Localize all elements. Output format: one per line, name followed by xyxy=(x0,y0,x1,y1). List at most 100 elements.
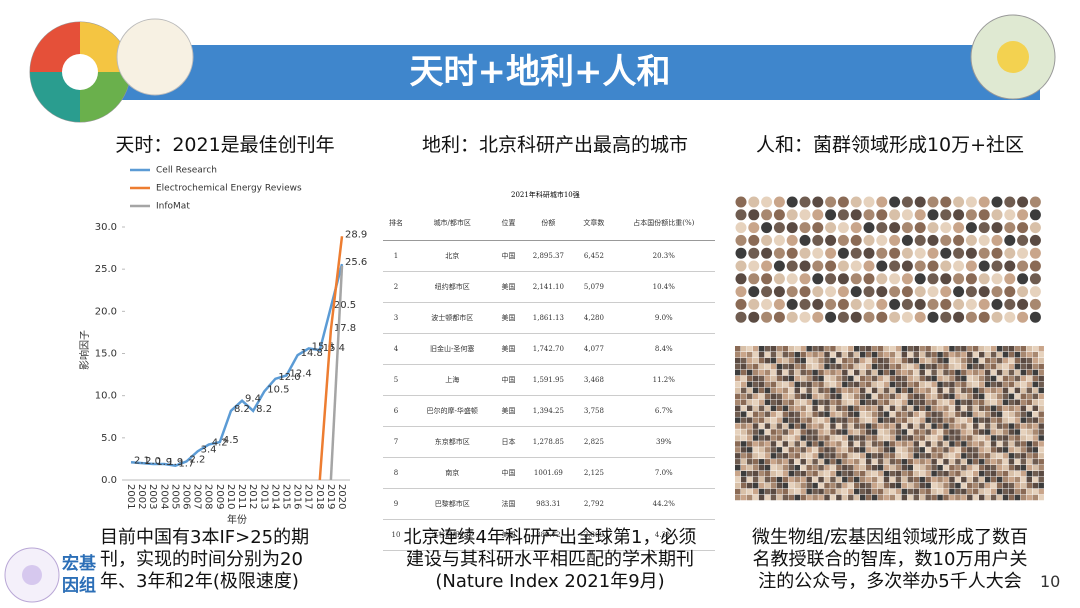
photo-thumb xyxy=(773,311,785,323)
photo-thumb xyxy=(907,459,914,465)
photo-thumb xyxy=(764,411,771,417)
photo-thumb xyxy=(812,423,818,429)
photo-thumb xyxy=(967,363,973,370)
photo-thumb xyxy=(1029,273,1041,285)
photo-thumb xyxy=(871,351,878,358)
photo-thumb xyxy=(1029,234,1041,246)
photo-thumb xyxy=(883,447,890,453)
photo-thumb xyxy=(748,209,760,221)
photo-thumb xyxy=(1020,357,1027,364)
photo-thumb xyxy=(735,411,741,417)
photo-thumb xyxy=(764,494,771,501)
photo-thumb xyxy=(919,351,925,358)
photo-thumb xyxy=(748,234,760,246)
photo-thumb xyxy=(877,470,884,477)
photo-thumb xyxy=(973,476,979,483)
photo-thumb xyxy=(748,273,760,285)
table-cell: 日本 xyxy=(495,426,522,458)
photo-thumb xyxy=(919,465,925,471)
photo-thumb xyxy=(865,363,872,370)
photo-thumb xyxy=(788,488,795,495)
photo-thumb xyxy=(1004,247,1016,259)
photo-thumb xyxy=(842,423,848,429)
photo-thumb xyxy=(984,411,991,417)
photo-thumb xyxy=(937,346,943,352)
photo-thumb xyxy=(758,399,765,406)
photo-thumb xyxy=(1032,470,1038,477)
photo-thumb xyxy=(800,411,806,417)
photo-thumb xyxy=(889,273,901,285)
photo-thumb xyxy=(1020,417,1027,423)
photo-thumb xyxy=(907,369,914,376)
photo-thumb xyxy=(895,363,902,370)
photo-thumb xyxy=(978,405,985,411)
photo-thumb xyxy=(746,429,753,435)
photo-thumb xyxy=(837,260,849,272)
photo-thumb xyxy=(770,482,777,489)
photo-thumb xyxy=(877,417,884,423)
photo-thumb xyxy=(877,429,884,435)
photo-thumb xyxy=(937,393,943,400)
photo-thumb xyxy=(800,482,806,489)
x-tick-label: 2001 xyxy=(125,484,136,509)
photo-thumb xyxy=(854,393,860,400)
photo-thumb xyxy=(877,393,884,400)
photo-thumb xyxy=(1038,465,1044,471)
photo-thumb xyxy=(978,298,990,310)
photo-thumb xyxy=(825,209,837,221)
photo-thumb xyxy=(848,494,854,501)
photo-thumb xyxy=(812,357,818,364)
photo-thumb xyxy=(1032,357,1038,364)
photo-thumb xyxy=(889,234,901,246)
photo-thumb xyxy=(996,423,1003,429)
photo-thumb xyxy=(782,417,789,423)
photo-thumb xyxy=(889,453,896,459)
photo-thumb xyxy=(927,273,939,285)
caption-line: 微生物组/宏基因组领域形成了数百 xyxy=(751,527,1029,548)
photo-thumb xyxy=(812,369,818,376)
x-tick-label: 2003 xyxy=(147,484,158,509)
photo-thumb xyxy=(913,476,919,483)
photo-thumb xyxy=(761,234,773,246)
photo-thumb xyxy=(883,381,890,388)
photo-thumb xyxy=(931,447,937,453)
photo-thumb xyxy=(895,494,902,501)
photo-thumb xyxy=(1014,453,1021,459)
photo-thumb xyxy=(735,488,741,495)
photo-thumb xyxy=(907,351,914,358)
photo-thumb xyxy=(931,459,937,465)
photo-thumb xyxy=(1002,405,1009,411)
photo-thumb xyxy=(937,351,943,358)
photo-thumb xyxy=(937,375,943,382)
photo-thumb xyxy=(937,476,943,483)
photo-thumb xyxy=(800,447,806,453)
photo-thumb xyxy=(949,488,955,495)
photo-thumb xyxy=(925,351,931,358)
photo-thumb xyxy=(955,459,961,465)
photo-thumb xyxy=(914,222,926,234)
photo-thumb xyxy=(973,393,979,400)
photo-thumb xyxy=(996,375,1003,382)
photo-thumb xyxy=(943,393,949,400)
photo-thumb xyxy=(786,234,798,246)
photo-thumb xyxy=(746,470,753,477)
photo-thumb xyxy=(830,369,836,376)
photo-thumb xyxy=(859,375,866,382)
photo-thumb xyxy=(782,453,789,459)
photo-thumb xyxy=(746,357,753,364)
photo-thumb xyxy=(806,346,812,352)
photo-thumb xyxy=(836,375,842,382)
photo-thumb xyxy=(764,459,771,465)
photo-thumb xyxy=(776,488,783,495)
photo-thumb xyxy=(996,470,1003,477)
photo-thumb xyxy=(770,369,777,376)
data-label: 8.2 xyxy=(256,404,272,415)
photo-thumb xyxy=(848,447,854,453)
photo-thumb xyxy=(1020,465,1027,471)
photo-thumb xyxy=(758,351,765,358)
logo-decor xyxy=(4,547,60,603)
photo-thumb xyxy=(949,411,955,417)
photo-thumb xyxy=(800,488,806,495)
photo-thumb xyxy=(746,453,753,459)
photo-thumb xyxy=(788,393,795,400)
